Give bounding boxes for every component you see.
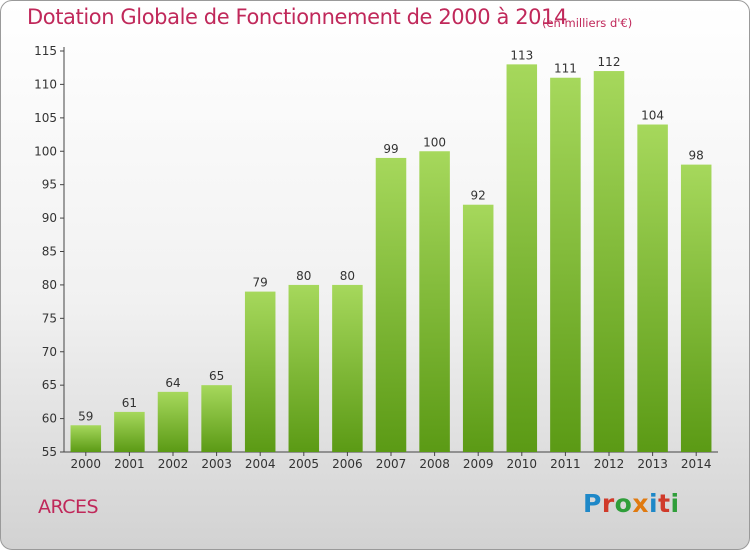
y-tick-label: 105 (34, 111, 57, 125)
logo-letter: r (601, 489, 615, 518)
logo-letter: P (583, 489, 602, 518)
bar-value-label: 65 (209, 369, 224, 383)
y-tick-label: 85 (42, 245, 57, 259)
bar (680, 164, 712, 452)
y-tick-label: 65 (42, 378, 57, 392)
y-tick-label: 80 (42, 278, 57, 292)
bar-value-label: 80 (340, 269, 355, 283)
bar (201, 385, 232, 452)
logo-letter: x (632, 489, 649, 518)
x-tick-label: 2004 (245, 457, 276, 471)
bar (244, 291, 276, 452)
bar (419, 151, 450, 452)
bar-value-label: 61 (122, 396, 137, 410)
bar (462, 204, 494, 452)
y-tick-label: 90 (42, 211, 57, 225)
x-tick-label: 2012 (594, 457, 625, 471)
bar (114, 411, 145, 452)
x-tick-label: 2009 (463, 457, 494, 471)
y-tick-label: 110 (34, 77, 57, 91)
x-tick-label: 2011 (550, 457, 581, 471)
bar (288, 284, 320, 452)
y-tick-label: 115 (34, 44, 57, 58)
x-tick-label: 2000 (71, 457, 102, 471)
bar-value-label: 113 (510, 48, 533, 62)
y-tick-label: 75 (42, 311, 57, 325)
x-tick-label: 2008 (419, 457, 450, 471)
bar (550, 77, 581, 452)
y-tick-label: 70 (42, 345, 57, 359)
x-tick-label: 2007 (376, 457, 407, 471)
logo-letter: o (614, 489, 633, 518)
value-labels: 59 61 64 65 79 80 80 99 100 92 113 111 112 104 98 (78, 48, 704, 423)
bar (157, 391, 189, 452)
bar (70, 425, 102, 452)
y-tick-label: 95 (42, 178, 57, 192)
y-tick-label: 55 (42, 445, 57, 459)
bar-value-label: 99 (383, 142, 398, 156)
x-tick-label: 2010 (507, 457, 538, 471)
bar-value-label: 80 (296, 269, 311, 283)
bar-value-label: 79 (253, 276, 268, 290)
axes: 55 60 65 70 75 80 85 90 95 100 105 110 115 2000 2001 20… (34, 44, 718, 471)
bars (70, 64, 712, 453)
bar-value-label: 112 (598, 55, 621, 69)
unit-label: (en milliers d'€) (542, 16, 633, 30)
y-tick-label: 100 (34, 144, 57, 158)
x-tick-label: 2002 (158, 457, 189, 471)
x-tick-label: 2003 (201, 457, 232, 471)
bar-value-label: 92 (471, 189, 486, 203)
chart-title: Dotation Globale de Fonctionnement de 20… (27, 5, 568, 29)
bar-value-label: 59 (78, 409, 93, 423)
proxiti-logo[interactable]: Proxiti (583, 489, 680, 518)
x-tick-label: 2006 (332, 457, 363, 471)
bar (637, 124, 668, 453)
bar-value-label: 111 (554, 62, 577, 76)
bar (593, 71, 625, 453)
bar-value-label: 104 (641, 109, 664, 123)
bar (506, 64, 538, 452)
y-tick-label: 60 (42, 412, 57, 426)
bar-value-label: 64 (165, 376, 180, 390)
bar-value-label: 98 (689, 149, 704, 163)
bar (375, 157, 407, 452)
bar (332, 284, 363, 452)
logo-letter: i (649, 489, 659, 518)
bar-value-label: 100 (423, 135, 446, 149)
x-tick-label: 2001 (114, 457, 145, 471)
x-tick-label: 2013 (637, 457, 668, 471)
logo-letter: t (658, 489, 671, 518)
x-tick-label: 2005 (289, 457, 320, 471)
commune-name: ARCES (38, 496, 99, 518)
logo-letter: i (670, 489, 680, 518)
x-tick-label: 2014 (681, 457, 712, 471)
